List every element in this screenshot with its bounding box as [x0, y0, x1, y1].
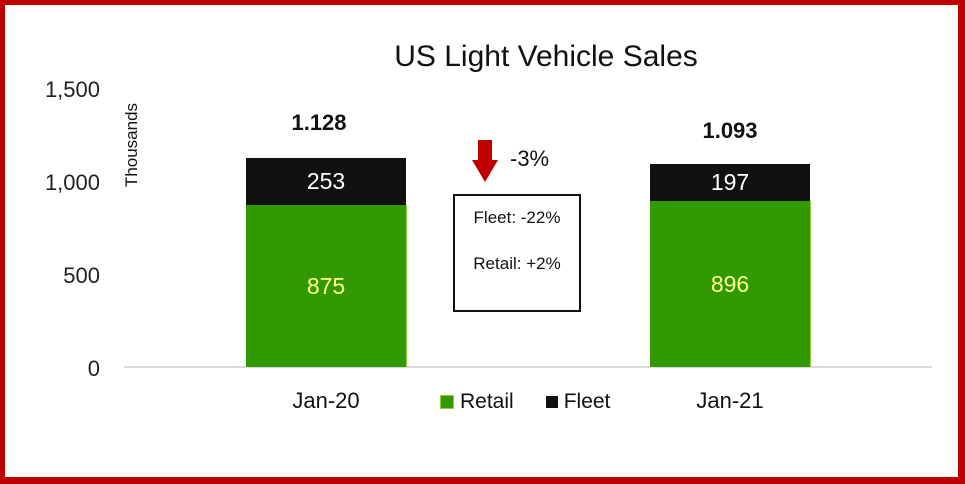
fleet-change-label: Fleet: -22% — [473, 208, 561, 227]
y-tick-1000: 1,000 — [44, 170, 100, 195]
down-arrow-icon — [478, 140, 492, 160]
y-tick-1500: 1,500 — [44, 77, 100, 102]
down-arrow-head-icon — [472, 160, 498, 182]
bar-total-jan20: 1.128 — [291, 110, 347, 135]
change-breakdown-box: Fleet: -22% Retail: +2% — [453, 194, 581, 312]
x-axis-line — [124, 366, 932, 368]
y-axis-label: Thousands — [122, 102, 141, 188]
total-change-label: -3% — [510, 146, 550, 171]
y-tick-500: 500 — [63, 263, 100, 288]
x-label-jan20: Jan-20 — [292, 388, 360, 413]
bar-total-jan21: 1.093 — [702, 118, 758, 143]
legend-label-fleet: Fleet — [563, 390, 611, 413]
legend-swatch-retail — [440, 395, 454, 409]
legend-label-retail: Retail — [460, 390, 514, 413]
y-tick-0: 0 — [87, 356, 100, 381]
chart-title: US Light Vehicle Sales — [394, 40, 698, 73]
retail-change-label: Retail: +2% — [473, 254, 561, 273]
legend: Retail Fleet — [440, 390, 610, 414]
bar-segment-retail-jan21: 896 — [650, 201, 811, 367]
x-label-jan21: Jan-21 — [696, 388, 764, 413]
bar-segment-retail-jan20: 875 — [246, 205, 407, 367]
bar-segment-fleet-jan20: 253 — [246, 158, 406, 205]
bar-segment-fleet-jan21: 197 — [650, 164, 810, 201]
legend-swatch-fleet — [545, 396, 558, 408]
